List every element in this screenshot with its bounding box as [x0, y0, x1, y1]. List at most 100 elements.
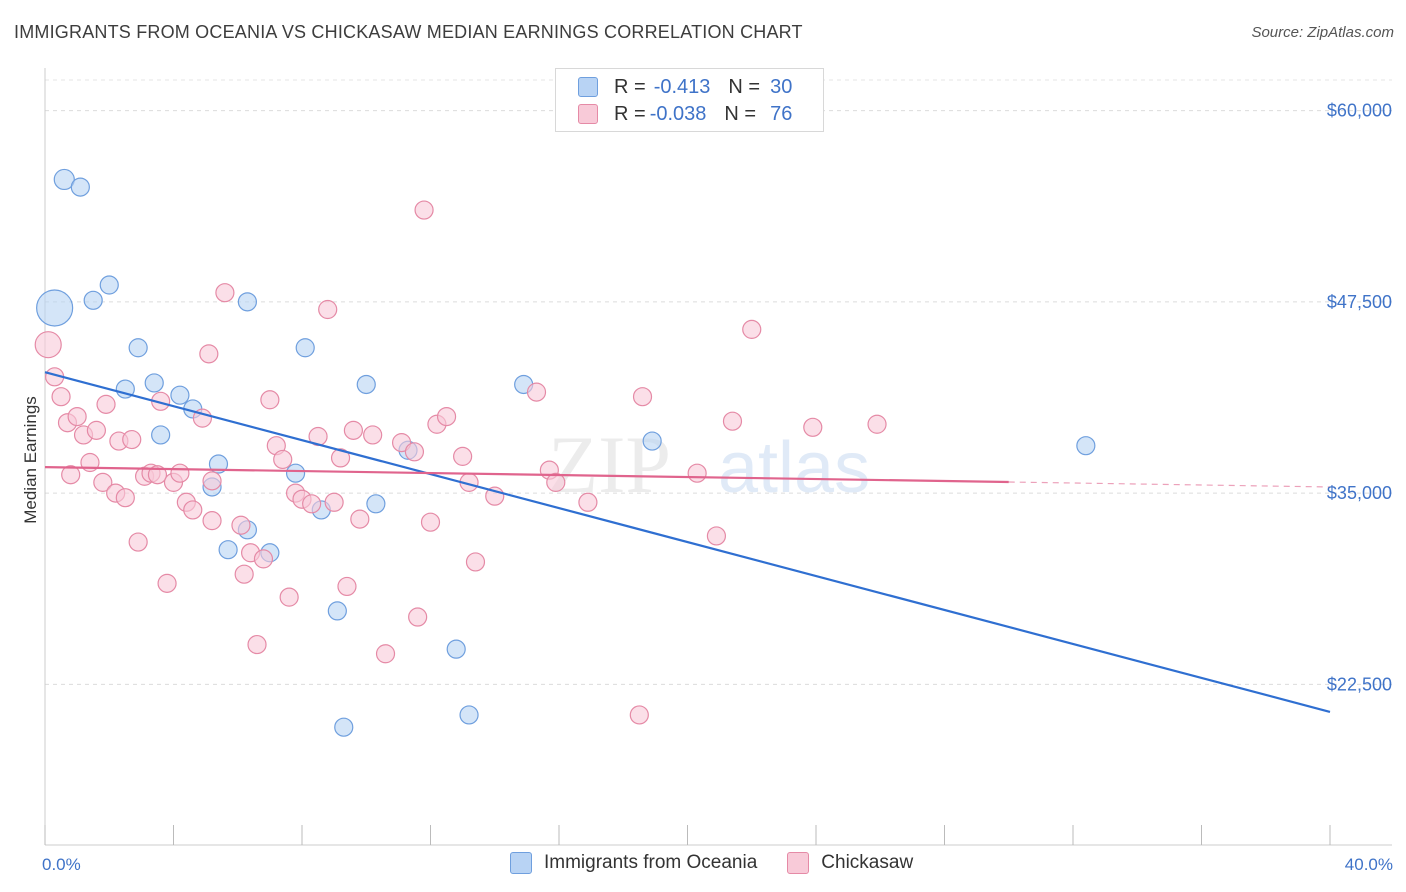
chickasaw-point[interactable] [302, 494, 322, 514]
chickasaw-point[interactable] [578, 492, 598, 512]
trend-lines [44, 371, 1331, 713]
oceania-point[interactable] [446, 639, 466, 659]
oceania-point[interactable] [128, 338, 148, 358]
oceania-point[interactable] [237, 292, 257, 312]
gridlines [45, 79, 1392, 685]
chickasaw-point[interactable] [202, 511, 222, 531]
chickasaw-point[interactable] [706, 526, 727, 546]
oceania-point[interactable] [285, 463, 306, 483]
chickasaw-point[interactable] [253, 549, 274, 569]
chickasaw-point[interactable] [86, 420, 107, 440]
chickasaw-point[interactable] [414, 200, 434, 220]
legend-n-value: 30 [770, 75, 793, 98]
chickasaw-point[interactable] [465, 552, 486, 572]
chickasaw-point[interactable] [420, 512, 441, 532]
chickasaw-point[interactable] [183, 500, 203, 520]
oceania-point[interactable] [356, 374, 376, 395]
chickasaw-point[interactable] [330, 448, 351, 468]
chickasaw-point[interactable] [546, 472, 566, 492]
chickasaw-point[interactable] [324, 492, 344, 512]
chickasaw-point[interactable] [632, 387, 653, 407]
legend-r-value: -0.413 [653, 75, 711, 98]
chickasaw-point[interactable] [260, 390, 280, 410]
chickasaw-point[interactable] [67, 407, 87, 427]
chickasaw-point[interactable] [526, 382, 547, 402]
chickasaw-point[interactable] [170, 463, 190, 483]
oceania-point[interactable] [459, 705, 479, 725]
legend-row-chickasaw: R = -0.038 N = 76 [578, 101, 792, 127]
chickasaw-point[interactable] [803, 417, 823, 437]
chickasaw-point[interactable] [318, 299, 338, 320]
oceania-point[interactable] [83, 290, 103, 310]
oceania-point[interactable] [295, 338, 315, 358]
chickasaw-point[interactable] [273, 449, 293, 470]
legend-n-label: N = [728, 75, 761, 98]
y-tick-label: $47,500 [1327, 292, 1392, 312]
chickasaw-point[interactable] [247, 634, 267, 655]
oceania-point[interactable] [1076, 436, 1096, 456]
chickasaw-point[interactable] [453, 446, 473, 466]
series-oceania-points [36, 168, 1096, 737]
oceania-point[interactable] [144, 373, 164, 393]
chickasaw-point[interactable] [115, 488, 135, 508]
legend-label-chickasaw: Chickasaw [821, 852, 914, 873]
x-tick-label: 0.0% [42, 855, 81, 874]
chickasaw-point[interactable] [128, 532, 148, 552]
oceania-trend-line [44, 371, 1331, 713]
chickasaw-point[interactable] [51, 387, 71, 407]
y-tick-label: $22,500 [1327, 674, 1392, 694]
chickasaw-point[interactable] [157, 573, 177, 593]
chickasaw-point[interactable] [61, 465, 81, 485]
chickasaw-point[interactable] [687, 463, 707, 483]
oceania-point[interactable] [53, 168, 75, 191]
chickasaw-point[interactable] [231, 515, 251, 535]
oceania-point[interactable] [36, 289, 74, 327]
chickasaw-point[interactable] [202, 471, 222, 491]
oceania-point[interactable] [366, 494, 386, 514]
oceania-point[interactable] [99, 275, 119, 295]
legend-item-oceania[interactable]: Immigrants from Oceania [510, 852, 757, 874]
chickasaw-point[interactable] [122, 429, 142, 450]
oceania-point[interactable] [334, 717, 354, 737]
chickasaw-point[interactable] [867, 414, 887, 434]
chickasaw-point[interactable] [363, 425, 383, 445]
chickasaw-point[interactable] [215, 283, 235, 303]
y-tick-labels: $22,500 $35,000 $47,500 $60,000 [1327, 101, 1392, 695]
oceania-point[interactable] [170, 385, 190, 405]
chickasaw-point[interactable] [742, 319, 762, 339]
chickasaw-point[interactable] [34, 331, 62, 359]
chickasaw-point[interactable] [93, 472, 113, 492]
oceania-point[interactable] [70, 177, 90, 197]
oceania-point[interactable] [208, 454, 229, 474]
chickasaw-point[interactable] [337, 576, 357, 597]
legend-swatch-chickasaw [578, 104, 598, 124]
oceania-point[interactable] [218, 540, 238, 560]
chickasaw-point[interactable] [629, 705, 649, 725]
oceania-point[interactable] [151, 425, 171, 445]
chickasaw-point[interactable] [279, 587, 299, 607]
chickasaw-point[interactable] [343, 420, 363, 440]
chickasaw-point[interactable] [234, 564, 254, 584]
legend-r-label: R = [614, 75, 646, 98]
chickasaw-point[interactable] [96, 394, 116, 414]
chickasaw-point[interactable] [375, 644, 396, 664]
legend-label-oceania: Immigrants from Oceania [544, 852, 758, 873]
legend-r-label: R = [614, 102, 646, 125]
y-tick-label: $60,000 [1327, 101, 1392, 121]
oceania-point[interactable] [642, 431, 662, 451]
chickasaw-point[interactable] [404, 442, 425, 462]
chickasaw-point[interactable] [199, 344, 219, 364]
chickasaw-trend-line [44, 465, 1009, 484]
oceania-point[interactable] [327, 601, 347, 621]
legend-n-value: 76 [770, 102, 793, 125]
watermark: ZIP atlas [548, 419, 870, 510]
legend-swatch-oceania [578, 77, 598, 97]
series-chickasaw-points [34, 200, 887, 725]
chickasaw-point[interactable] [722, 411, 743, 431]
chickasaw-point[interactable] [147, 465, 168, 485]
chickasaw-point[interactable] [350, 509, 370, 529]
chickasaw-point[interactable] [436, 407, 457, 427]
legend-item-chickasaw[interactable]: Chickasaw [787, 852, 913, 874]
chickasaw-point[interactable] [408, 607, 428, 627]
